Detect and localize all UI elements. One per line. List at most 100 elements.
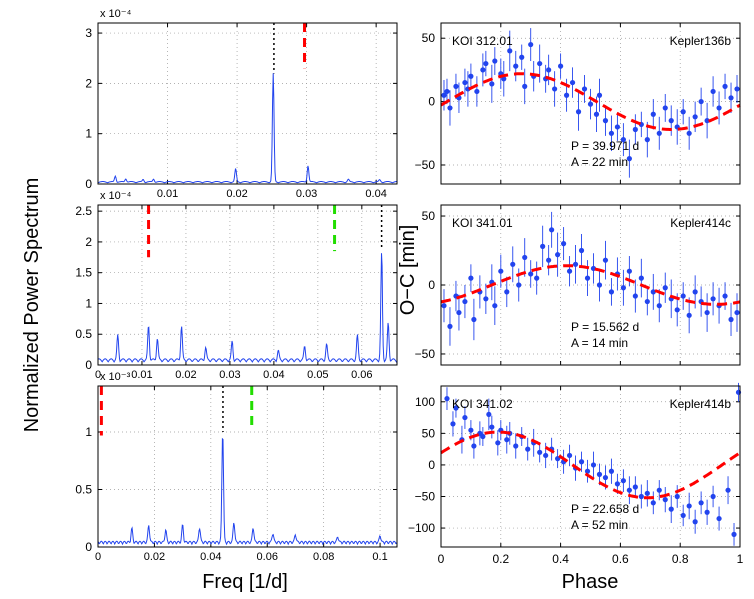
y-tick-label: 50 <box>422 426 436 440</box>
power-spectrum-line <box>97 437 398 546</box>
data-point <box>626 156 632 162</box>
data-point <box>668 506 674 512</box>
plot-background <box>98 386 397 547</box>
data-point <box>537 449 543 455</box>
data-point <box>456 309 462 316</box>
data-point <box>593 111 600 117</box>
data-point <box>528 41 534 48</box>
data-point <box>546 257 552 263</box>
data-point <box>555 252 561 258</box>
data-point <box>644 137 650 143</box>
data-point <box>662 497 668 503</box>
y-tick-label: 2 <box>85 76 92 90</box>
data-point <box>632 484 638 490</box>
data-point <box>540 243 546 249</box>
power-spectrum-line <box>97 253 398 363</box>
x-tick-label: 0.01 <box>157 188 178 200</box>
data-point <box>656 303 662 309</box>
sinusoid-model <box>440 72 741 131</box>
data-point <box>441 303 447 309</box>
data-point <box>722 83 728 89</box>
x-tick-label: 0 <box>95 369 101 381</box>
axes-frame <box>97 204 398 366</box>
data-point <box>668 118 674 124</box>
data-point <box>644 298 650 305</box>
y-tick-label: −100 <box>408 521 435 535</box>
data-point <box>566 268 573 274</box>
data-point <box>537 60 543 67</box>
data-point <box>704 118 710 124</box>
data-point <box>513 63 519 69</box>
data-point <box>492 58 498 64</box>
x-tick-label: 0 <box>438 552 445 566</box>
data-point <box>450 421 456 427</box>
data-point <box>516 282 522 288</box>
data-point <box>692 519 698 525</box>
planet-label: Kepler414c <box>670 216 731 230</box>
data-point <box>632 293 638 299</box>
data-point <box>584 468 591 474</box>
data-point <box>480 67 486 73</box>
data-point <box>462 79 468 86</box>
power-spectrum-panel-3: 0 0.02 0.04 0.06 0.08 0.1 0 0.5 1 x 10⁻³ <box>75 371 398 563</box>
y-tick-label: 2 <box>85 235 92 249</box>
koi-label: KOI 341.02 <box>452 397 513 411</box>
data-point <box>558 63 564 69</box>
data-point <box>495 440 501 446</box>
period-label: P = 22.658 d <box>571 502 639 516</box>
data-point <box>489 81 495 87</box>
x-tick-label: 0.1 <box>372 551 387 563</box>
data-point <box>471 316 477 323</box>
x-tick-label: 0.01 <box>131 369 152 381</box>
y-tick-label: 0 <box>85 540 92 554</box>
data-point <box>710 88 716 95</box>
y-tick-label: 2.5 <box>75 204 92 218</box>
data-point <box>602 118 609 124</box>
data-point <box>704 309 710 316</box>
exponent-label: x 10⁻⁴ <box>100 190 132 202</box>
x-tick-label: 0.02 <box>226 188 247 200</box>
data-point <box>581 86 588 92</box>
data-point <box>483 60 489 67</box>
data-point <box>722 293 728 299</box>
data-point <box>492 303 498 309</box>
data-point <box>620 137 626 143</box>
data-point <box>692 114 698 120</box>
data-point <box>444 396 450 402</box>
planet-label: Kepler136b <box>670 34 732 48</box>
data-point <box>560 241 567 247</box>
amplitude-label: A = 14 min <box>571 336 628 350</box>
x-tick-label: 0.4 <box>552 552 569 566</box>
x-tick-label: 0.06 <box>351 369 372 381</box>
data-point <box>656 130 662 136</box>
data-point <box>731 531 737 537</box>
x-tick-label: 1 <box>737 552 744 566</box>
plot-background <box>98 23 397 184</box>
x-tick-label: 0.02 <box>175 369 196 381</box>
oc-panel-kepler414b: 0 0.2 0.4 0.6 0.8 1 −100 −50 0 50 100 KOI 341.02 Kep… <box>408 382 744 566</box>
data-point <box>614 124 621 130</box>
amplitude-label: A = 52 min <box>571 518 628 532</box>
data-point <box>686 503 692 509</box>
data-point <box>650 289 656 295</box>
planet-label: Kepler414b <box>670 397 732 411</box>
data-point <box>486 411 492 418</box>
data-point <box>498 268 504 274</box>
data-point <box>519 54 525 60</box>
data-point <box>632 126 638 133</box>
data-point <box>608 289 615 295</box>
data-point <box>728 316 734 323</box>
data-point <box>650 500 656 506</box>
axes-frame <box>440 22 741 185</box>
x-tick-label: 0.08 <box>313 551 334 563</box>
data-point <box>734 86 740 92</box>
data-point <box>686 130 692 136</box>
data-point <box>680 293 686 299</box>
data-point <box>534 275 540 281</box>
data-point <box>569 79 576 86</box>
data-point <box>441 92 447 98</box>
x-tick-label: 0.2 <box>492 552 509 566</box>
data-point <box>698 500 704 506</box>
data-point <box>716 105 722 111</box>
data-point <box>698 98 704 105</box>
